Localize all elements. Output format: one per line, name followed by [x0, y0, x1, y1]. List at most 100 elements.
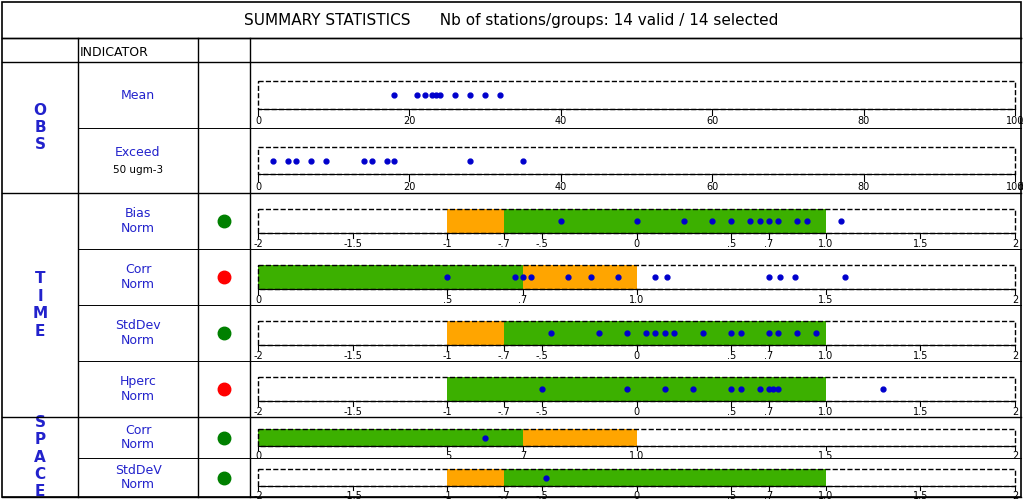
Text: 2: 2	[1012, 407, 1018, 417]
Text: 0: 0	[255, 116, 261, 126]
Text: 60: 60	[706, 116, 718, 126]
Text: -.5: -.5	[535, 240, 548, 250]
Bar	[258, 265, 1015, 289]
Text: Corr
Norm: Corr Norm	[121, 263, 155, 291]
Text: .7: .7	[764, 407, 773, 417]
Text: 100: 100	[1006, 116, 1023, 126]
Text: -2: -2	[253, 240, 263, 250]
Bar	[258, 429, 1015, 446]
Bar	[504, 209, 826, 233]
Text: .7: .7	[519, 295, 528, 305]
Bar	[258, 147, 1015, 174]
Text: 1.0: 1.0	[818, 351, 834, 361]
Text: 20: 20	[403, 182, 415, 192]
Text: O
B
S: O B S	[34, 103, 46, 152]
Text: 0: 0	[255, 451, 261, 461]
Text: 1.5: 1.5	[913, 240, 928, 250]
Text: 2: 2	[1012, 491, 1018, 499]
Text: 40: 40	[554, 116, 567, 126]
Text: 80: 80	[857, 182, 870, 192]
Text: 0: 0	[255, 182, 261, 192]
Text: 1.5: 1.5	[818, 295, 834, 305]
Text: -1.5: -1.5	[343, 491, 362, 499]
Bar	[258, 377, 1015, 401]
Text: Corr
Norm: Corr Norm	[121, 424, 155, 452]
Bar	[523, 429, 636, 446]
Bar	[258, 377, 1015, 401]
Text: 0: 0	[633, 491, 639, 499]
Text: -.7: -.7	[497, 240, 510, 250]
Text: 1.0: 1.0	[818, 491, 834, 499]
Bar	[258, 209, 1015, 233]
Text: .5: .5	[726, 491, 736, 499]
Text: Bias
Norm: Bias Norm	[121, 207, 155, 235]
Text: 1.0: 1.0	[818, 407, 834, 417]
Text: -2: -2	[253, 407, 263, 417]
Text: -2: -2	[253, 351, 263, 361]
Text: 2: 2	[1012, 351, 1018, 361]
Text: .5: .5	[726, 240, 736, 250]
Text: 1.5: 1.5	[913, 491, 928, 499]
Text: 2: 2	[1012, 295, 1018, 305]
Text: SUMMARY STATISTICS      Nb of stations/groups: 14 valid / 14 selected: SUMMARY STATISTICS Nb of stations/groups…	[244, 12, 779, 27]
Text: -2: -2	[253, 491, 263, 499]
Text: -.5: -.5	[535, 351, 548, 361]
Text: StdDev
Norm: StdDev Norm	[116, 319, 161, 347]
Text: -.5: -.5	[535, 491, 548, 499]
Text: 0: 0	[255, 295, 261, 305]
Text: Mean: Mean	[121, 88, 155, 101]
Text: 0: 0	[633, 240, 639, 250]
Bar	[447, 377, 826, 401]
Text: 0: 0	[633, 407, 639, 417]
Text: 1.0: 1.0	[629, 451, 644, 461]
Text: 80: 80	[857, 116, 870, 126]
Text: -1.5: -1.5	[343, 240, 362, 250]
Text: 1.5: 1.5	[913, 407, 928, 417]
Text: 40: 40	[554, 182, 567, 192]
Bar	[258, 81, 1015, 109]
Text: 20: 20	[403, 116, 415, 126]
Text: -1.5: -1.5	[343, 407, 362, 417]
Text: Exceed: Exceed	[116, 146, 161, 159]
Bar	[523, 265, 636, 289]
Bar	[258, 429, 523, 446]
Bar	[504, 470, 826, 486]
Text: -1: -1	[442, 407, 452, 417]
Text: .7: .7	[764, 240, 773, 250]
Text: 0: 0	[633, 351, 639, 361]
Text: .7: .7	[764, 351, 773, 361]
Text: -1: -1	[442, 491, 452, 499]
Text: 2: 2	[1012, 240, 1018, 250]
Bar	[258, 321, 1015, 345]
Text: 1.5: 1.5	[818, 451, 834, 461]
Text: S
P
A
C
E: S P A C E	[34, 415, 46, 499]
Text: ugm-3: ugm-3	[1018, 116, 1023, 126]
Bar	[258, 265, 523, 289]
Text: -.7: -.7	[497, 351, 510, 361]
Text: .5: .5	[443, 295, 452, 305]
Text: -1.5: -1.5	[343, 351, 362, 361]
Bar	[447, 321, 504, 345]
Text: .5: .5	[443, 451, 452, 461]
Bar	[258, 321, 1015, 345]
Bar	[447, 470, 504, 486]
Bar	[258, 265, 1015, 289]
Text: Hperc
Norm: Hperc Norm	[120, 375, 157, 403]
Text: .7: .7	[519, 451, 528, 461]
Text: 100: 100	[1006, 182, 1023, 192]
Bar	[258, 81, 1015, 109]
Text: -1: -1	[442, 351, 452, 361]
Bar	[258, 470, 1015, 486]
Text: 50 ugm-3: 50 ugm-3	[113, 165, 163, 175]
Bar	[258, 470, 1015, 486]
Text: INDICATOR: INDICATOR	[80, 45, 149, 58]
Text: T
I
M
E: T I M E	[33, 271, 47, 339]
Bar	[447, 209, 504, 233]
Text: -.5: -.5	[535, 407, 548, 417]
Text: -1: -1	[442, 240, 452, 250]
Text: 1.0: 1.0	[818, 240, 834, 250]
Bar	[258, 147, 1015, 174]
Text: 2: 2	[1012, 451, 1018, 461]
Text: .5: .5	[726, 407, 736, 417]
Text: 1.5: 1.5	[913, 351, 928, 361]
